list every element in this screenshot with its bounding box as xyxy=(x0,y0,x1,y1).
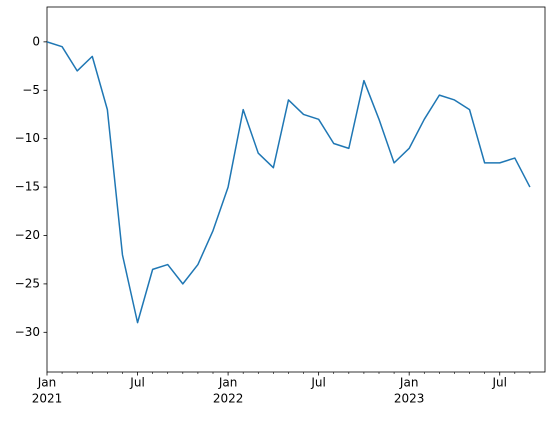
x-tick-year: 2021 xyxy=(32,392,63,406)
axes-frame xyxy=(46,6,546,373)
x-tick-label: Jan xyxy=(399,376,419,390)
x-tick-year: 2023 xyxy=(394,392,425,406)
x-tick-label: Jan xyxy=(218,376,238,390)
y-tick-label: −25 xyxy=(15,276,40,290)
y-tick-label: −10 xyxy=(15,131,40,145)
y-tick-label: 0 xyxy=(32,34,40,48)
x-tick-label: Jul xyxy=(310,376,325,390)
x-tick-label: Jan xyxy=(37,376,57,390)
x-tick-year: 2022 xyxy=(213,392,244,406)
data-line xyxy=(46,41,531,324)
y-tick-label: −20 xyxy=(15,228,40,242)
y-tick-label: −30 xyxy=(15,325,40,339)
x-tick-label: Jul xyxy=(129,376,144,390)
y-tick-label: −15 xyxy=(15,180,40,194)
y-tick-label: −5 xyxy=(22,83,40,97)
x-tick-label: Jul xyxy=(491,376,506,390)
